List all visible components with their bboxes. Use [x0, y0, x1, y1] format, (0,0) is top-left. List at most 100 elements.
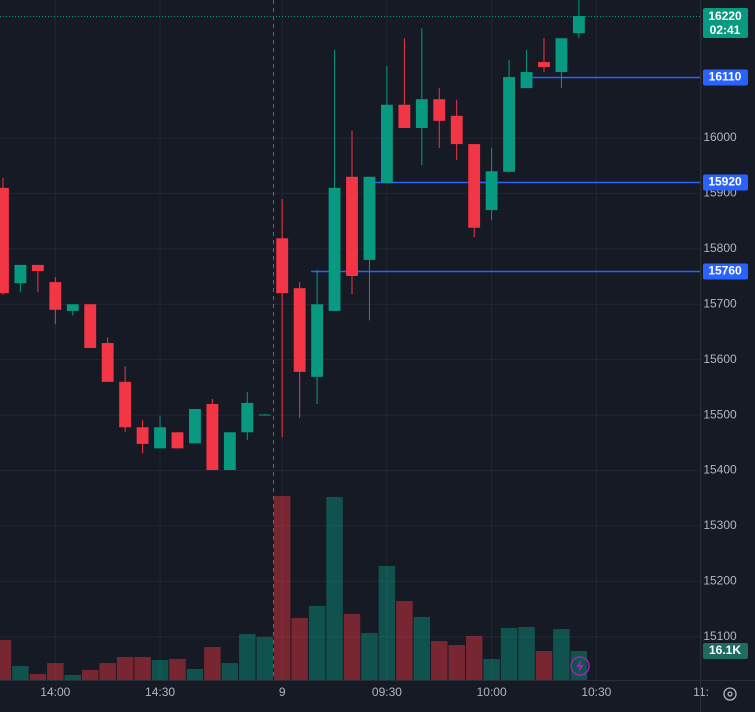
candle-body: [171, 432, 184, 449]
candle-body: [328, 187, 341, 311]
volume-bar: [29, 674, 47, 680]
volume-bar: [448, 645, 465, 680]
price-line-label-box: [703, 263, 748, 280]
volume-bar: [12, 665, 29, 680]
volume-bar: [465, 636, 483, 680]
settings-icon-center: [727, 691, 733, 697]
candle-body: [66, 304, 79, 311]
candle-body: [49, 282, 62, 310]
x-tick-label: 11:: [693, 685, 709, 699]
flash-icon-glyph: [576, 659, 584, 673]
candle-body: [450, 115, 463, 145]
candle-body: [485, 171, 498, 211]
volume-bar: [151, 660, 169, 680]
x-tick-label: 10:30: [581, 685, 611, 699]
candle-body: [380, 104, 393, 183]
candle-body: [206, 404, 219, 470]
volume-bar: [82, 669, 99, 680]
candle-body: [555, 38, 568, 73]
candle-body: [189, 408, 201, 444]
candle-body: [31, 264, 44, 272]
candle-body: [398, 104, 411, 129]
y-tick-label: 15400: [703, 463, 737, 477]
flash-icon[interactable]: [570, 656, 590, 676]
candle-body: [119, 381, 132, 428]
y-tick-label: 15700: [703, 296, 737, 310]
candle-body: [346, 176, 358, 276]
candle-body: [311, 304, 324, 377]
candle-body: [293, 288, 306, 372]
volume-bar: [116, 656, 134, 680]
price-line-label-box: [703, 174, 748, 191]
y-tick-label: 15200: [703, 574, 737, 588]
volume-bar: [47, 663, 64, 680]
candle-body: [572, 16, 585, 34]
countdown-label: 02:41: [710, 23, 741, 37]
volume-bar: [378, 565, 396, 680]
candle-body: [136, 427, 149, 444]
candle-body: [154, 427, 166, 449]
volume-bar: [99, 663, 116, 680]
price-line-label: 16110: [709, 70, 742, 84]
candle-body: [520, 72, 533, 89]
x-tick-label: 09:30: [372, 685, 402, 699]
y-tick-label: 16000: [703, 130, 737, 144]
volume-bar: [291, 618, 308, 680]
volume-bar: [169, 658, 186, 680]
x-tick-label: 14:00: [40, 685, 70, 699]
volume-bar: [535, 650, 553, 680]
volume-bar: [413, 616, 431, 680]
volume-label: 16.1K: [709, 643, 741, 657]
candle-body: [101, 343, 114, 382]
candle-body: [14, 264, 27, 284]
y-tick-label: 15300: [703, 518, 737, 532]
volume-bar: [326, 496, 343, 680]
candle-body: [0, 187, 9, 294]
last-price-label: 16220: [708, 9, 742, 23]
volume-bar: [396, 601, 413, 680]
y-tick-label: 15500: [703, 407, 737, 421]
volume-bar: [431, 641, 448, 680]
volume-bar: [553, 629, 570, 680]
price-line-label-box: [703, 69, 748, 86]
volume-bar: [0, 640, 12, 680]
last-price-box: [703, 8, 748, 38]
candle-body: [363, 176, 376, 260]
volume-bar: [483, 658, 500, 680]
volume-bar: [500, 627, 518, 680]
candle-body: [433, 99, 446, 121]
volume-bar: [64, 674, 82, 680]
x-tick-label: 14:30: [145, 685, 175, 699]
candle-body: [223, 432, 236, 470]
volume-label-box: [703, 642, 748, 659]
volume-bar: [256, 636, 273, 680]
candle-body: [468, 144, 481, 228]
volume-bar: [239, 634, 256, 680]
candle-body: [415, 99, 428, 129]
settings-icon[interactable]: [723, 687, 737, 701]
price-line-label: 15760: [708, 264, 742, 278]
volume-bar: [221, 663, 239, 680]
candle-body: [84, 304, 97, 349]
volume-bar: [204, 647, 221, 680]
y-tick-label: 15100: [703, 629, 737, 643]
volume-bar: [273, 496, 291, 680]
volume-bar: [308, 605, 326, 680]
volume-bar: [186, 669, 204, 680]
y-tick-label: 15600: [703, 352, 737, 366]
volume-bar: [343, 614, 361, 680]
candle-body: [503, 77, 516, 172]
volume-bar: [361, 632, 378, 680]
candle-body: [276, 238, 289, 294]
candle-body: [258, 414, 271, 416]
x-tick-label: 10:00: [477, 685, 507, 699]
price-line-label: 15920: [708, 175, 742, 189]
volume-bar: [518, 627, 535, 680]
volume-bar: [134, 656, 151, 680]
x-tick-label: 9: [279, 685, 286, 699]
y-tick-label: 15800: [703, 241, 737, 255]
candle-body: [538, 62, 550, 68]
candle-body: [241, 402, 254, 433]
